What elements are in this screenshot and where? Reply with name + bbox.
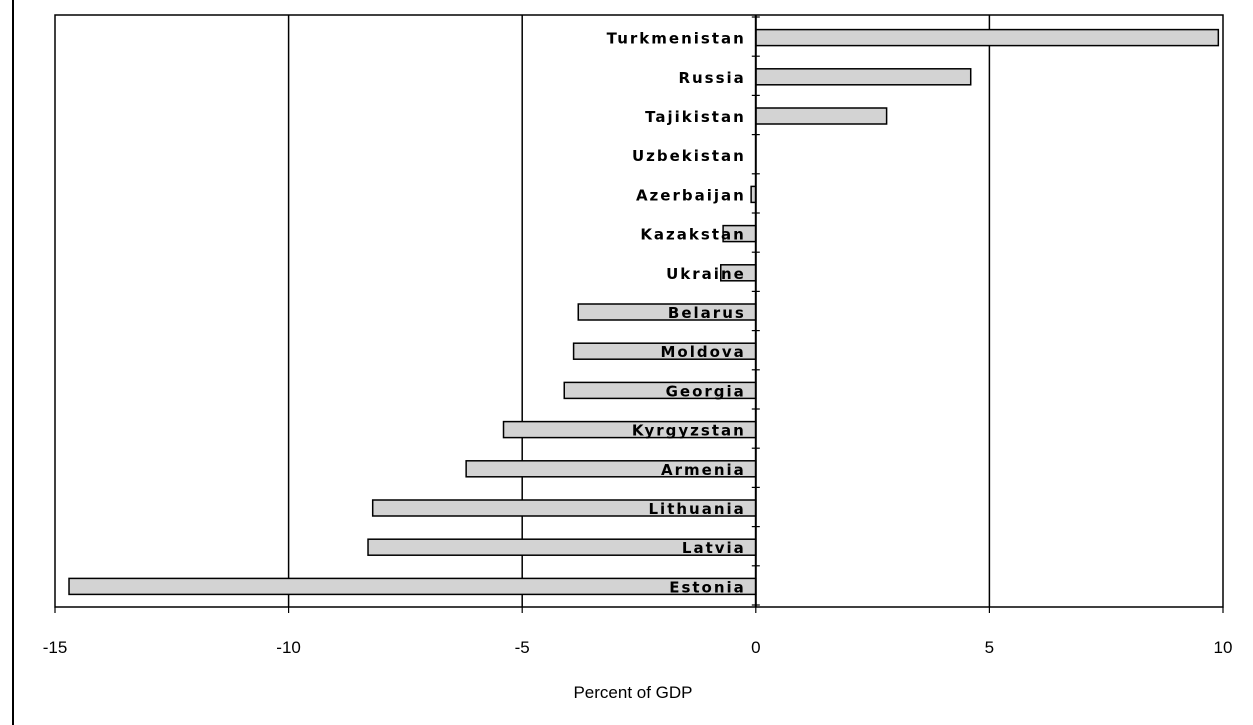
bars (68, 28, 1220, 596)
category-label: Turkmenistan (607, 30, 746, 48)
x-tick-labels: -15 -10 -5 0 5 10 (43, 638, 1233, 657)
bar (755, 28, 1220, 47)
axes (54, 15, 1224, 613)
x-axis-title: Percent of GDP (573, 683, 692, 702)
category-label: Estonia (669, 578, 746, 596)
x-tick-label: 0 (751, 638, 760, 657)
category-label: Lithuania (649, 500, 746, 518)
category-label: Ukraine (666, 265, 746, 283)
bar (755, 68, 972, 86)
category-label: Tajikistan (645, 108, 746, 126)
category-label: Uzbekistan (632, 147, 746, 165)
bar (68, 577, 757, 596)
x-tick-label: -5 (515, 638, 530, 657)
category-label: Kyrgyzstan (632, 422, 746, 440)
x-tick-label: -10 (276, 638, 301, 657)
category-label: Armenia (661, 461, 746, 479)
x-tick-label: -15 (43, 638, 68, 657)
x-tick-label: 5 (985, 638, 994, 657)
category-label: Moldova (660, 343, 745, 361)
category-labels: Turkmenistan Russia Tajikistan Uzbekistan Az… (607, 30, 746, 597)
x-tick-label: 10 (1214, 638, 1233, 657)
category-label: Latvia (682, 539, 746, 557)
category-label: Kazakstan (640, 226, 745, 244)
bar (755, 107, 888, 125)
category-label: Belarus (668, 304, 746, 322)
category-label: Azerbaijan (636, 186, 746, 204)
category-label: Russia (678, 69, 745, 87)
category-label: Georgia (666, 382, 746, 400)
